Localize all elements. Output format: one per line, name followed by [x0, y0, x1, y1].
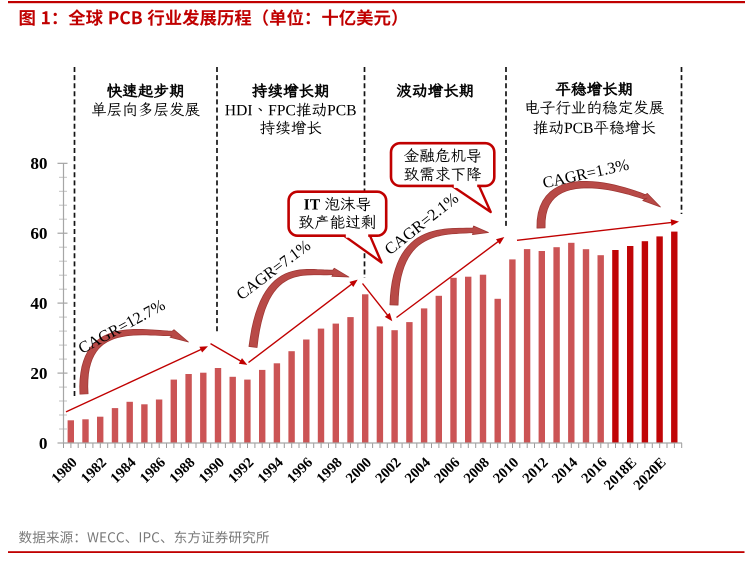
svg-text:2014: 2014	[549, 454, 581, 486]
svg-text:2006: 2006	[431, 455, 463, 487]
svg-text:0: 0	[39, 434, 48, 453]
svg-text:1984: 1984	[108, 454, 140, 486]
svg-text:1994: 1994	[255, 454, 287, 486]
svg-text:2020E: 2020E	[631, 455, 670, 494]
svg-text:2004: 2004	[402, 454, 434, 486]
svg-text:CAGR=2.1%: CAGR=2.1%	[381, 188, 463, 258]
svg-text:40: 40	[30, 294, 47, 313]
svg-text:1990: 1990	[196, 455, 228, 487]
svg-text:1986: 1986	[137, 455, 169, 487]
svg-text:20: 20	[30, 364, 47, 383]
svg-text:2002: 2002	[372, 455, 404, 487]
svg-text:2000: 2000	[343, 455, 375, 487]
svg-text:CAGR=12.7%: CAGR=12.7%	[75, 296, 168, 358]
svg-text:2012: 2012	[520, 455, 552, 487]
svg-text:1980: 1980	[49, 455, 81, 487]
svg-text:2018E: 2018E	[601, 455, 640, 494]
svg-text:2008: 2008	[461, 455, 493, 487]
svg-text:80: 80	[30, 154, 47, 173]
svg-text:1992: 1992	[225, 455, 257, 487]
svg-text:1998: 1998	[314, 455, 346, 487]
svg-text:60: 60	[30, 224, 47, 243]
svg-text:1996: 1996	[284, 455, 316, 487]
svg-text:2010: 2010	[490, 455, 522, 487]
svg-text:1988: 1988	[166, 455, 198, 487]
svg-text:1982: 1982	[78, 455, 110, 487]
